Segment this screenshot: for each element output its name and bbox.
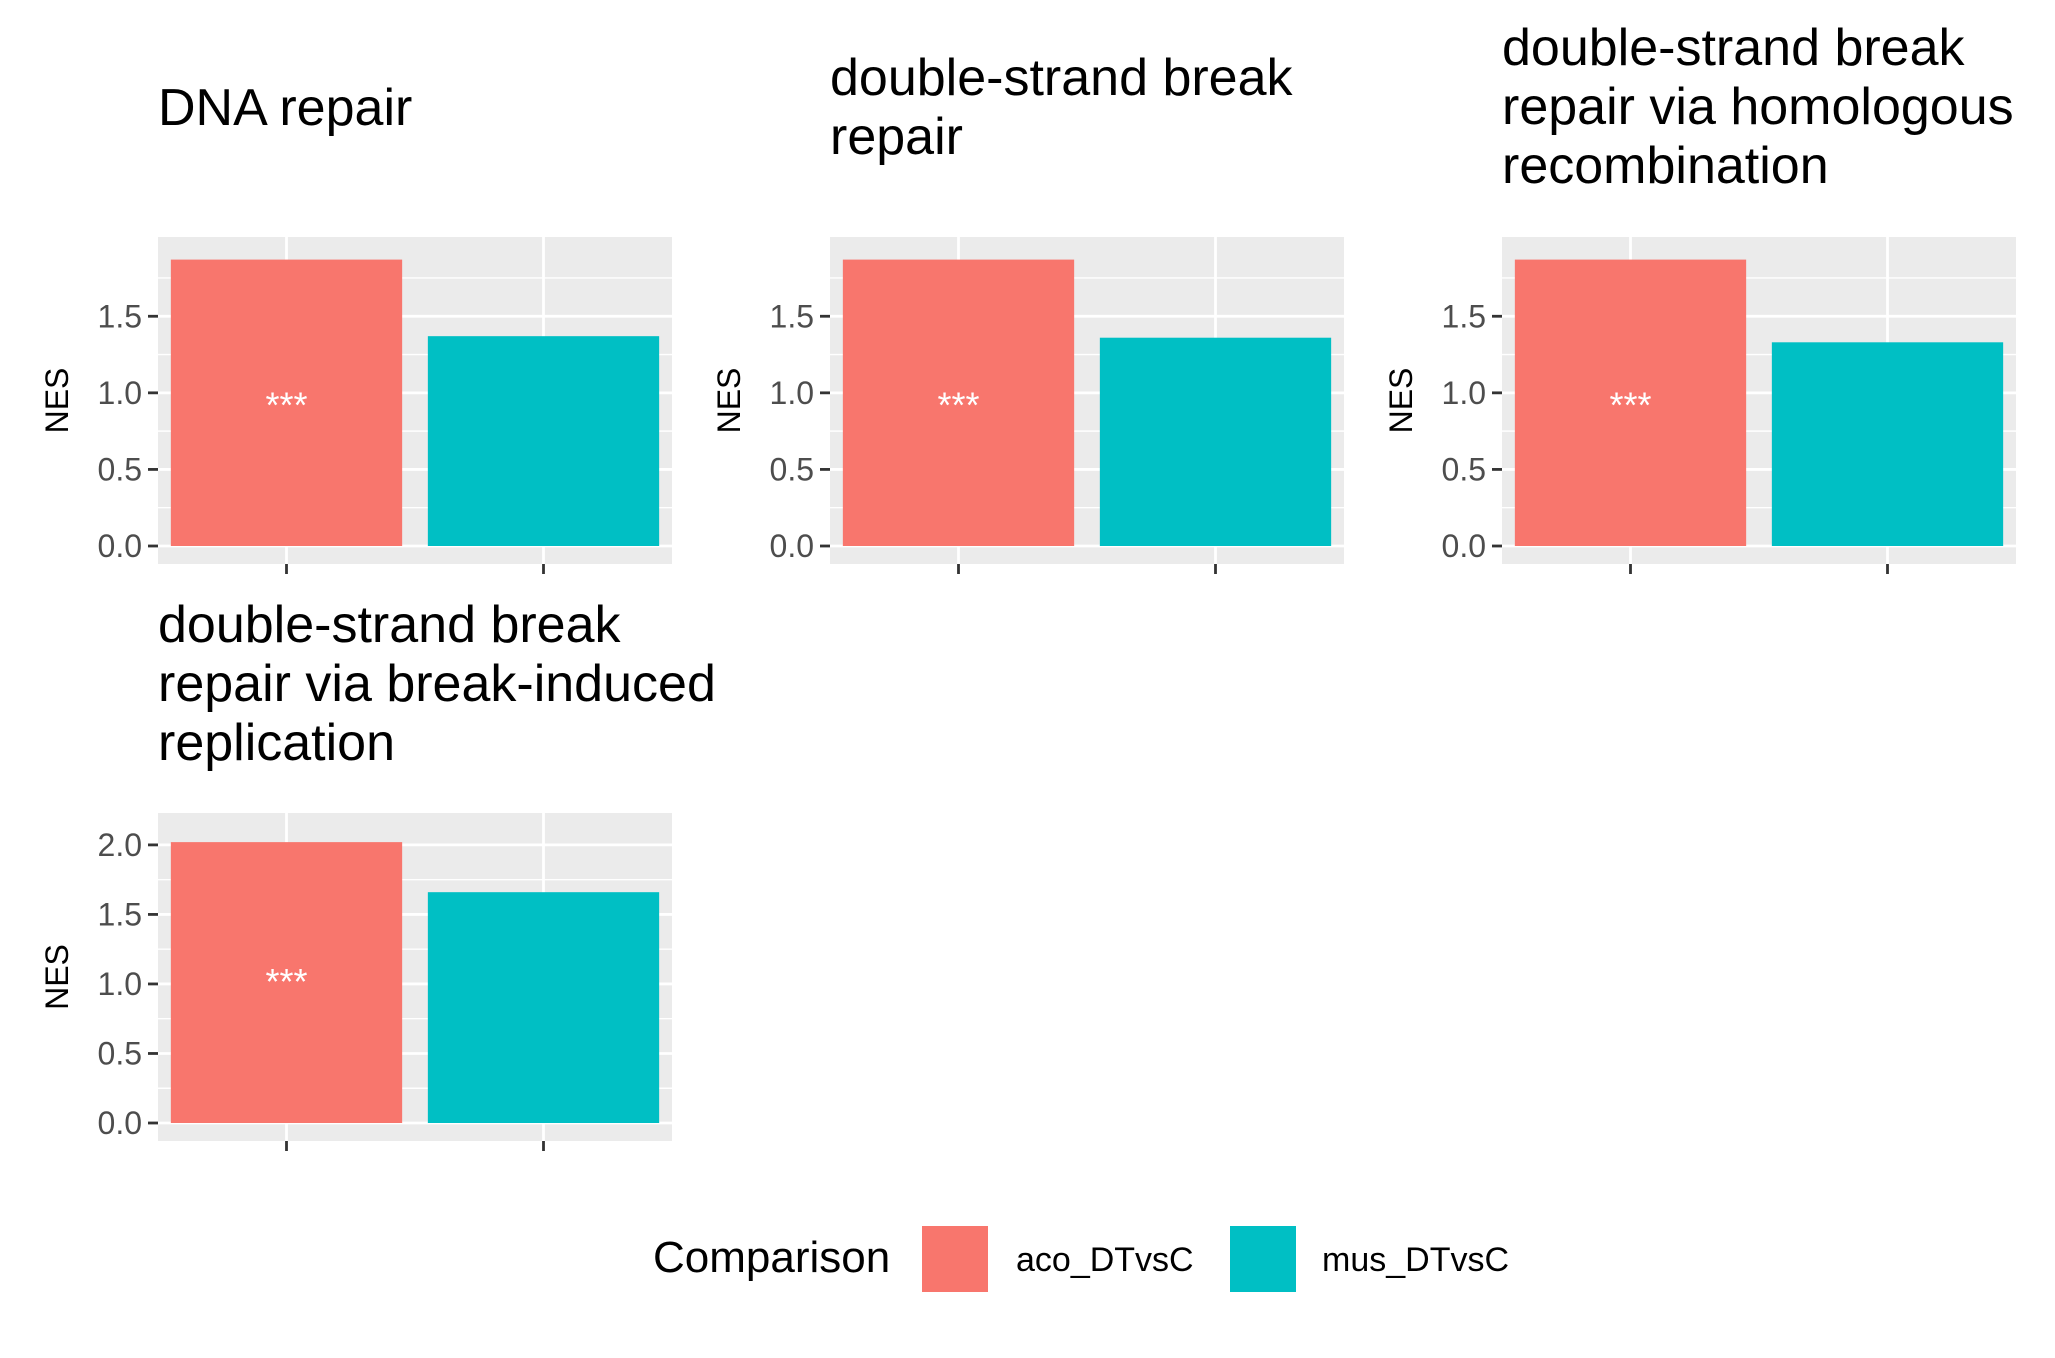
- y-axis-label: NES: [39, 944, 75, 1010]
- chart-panels: DNA repair0.00.51.01.5***NESdouble-stran…: [39, 19, 2016, 1151]
- significance-label: ***: [265, 384, 307, 425]
- y-tick-label: 0.5: [770, 451, 814, 487]
- y-tick-label: 1.5: [98, 896, 142, 932]
- y-axis-label: NES: [711, 368, 747, 434]
- panel-title-line: replication: [158, 714, 395, 772]
- bar-mus_DTvsC: [1099, 337, 1332, 546]
- legend-title: Comparison: [653, 1233, 890, 1282]
- bar-aco_DTvsC: [1514, 259, 1747, 546]
- panel-title-line: double-strand break: [158, 596, 622, 654]
- panel-title-line: repair via homologous: [1502, 78, 2014, 136]
- significance-label: ***: [265, 961, 307, 1002]
- y-tick-label: 0.0: [770, 528, 814, 564]
- y-axis-label: NES: [39, 368, 75, 434]
- y-tick-label: 2.0: [98, 827, 142, 863]
- y-tick-label: 0.5: [98, 451, 142, 487]
- y-axis-label: NES: [1383, 368, 1419, 434]
- y-tick-label: 0.5: [98, 1035, 142, 1071]
- y-tick-label: 0.5: [1442, 451, 1486, 487]
- bar-aco_DTvsC: [842, 259, 1075, 546]
- bar-mus_DTvsC: [427, 336, 660, 546]
- y-tick-label: 0.0: [98, 1105, 142, 1141]
- y-tick-label: 1.5: [98, 298, 142, 334]
- bar-mus_DTvsC: [1771, 342, 2004, 546]
- panel-title-line: double-strand break: [1502, 19, 1966, 77]
- legend-label-mus: mus_DTvsC: [1322, 1241, 1509, 1279]
- y-tick-label: 1.5: [770, 298, 814, 334]
- panel-title-line: double-strand break: [830, 49, 1294, 107]
- y-tick-label: 1.5: [1442, 298, 1486, 334]
- y-tick-label: 1.0: [98, 966, 142, 1002]
- panel-title-line: repair via break-induced: [158, 655, 716, 713]
- legend-label-aco: aco_DTvsC: [1016, 1241, 1194, 1279]
- significance-label: ***: [937, 384, 979, 425]
- legend-key-aco: [922, 1226, 988, 1292]
- significance-label: ***: [1609, 384, 1651, 425]
- y-tick-label: 1.0: [98, 375, 142, 411]
- y-tick-label: 1.0: [770, 375, 814, 411]
- bar-aco_DTvsC: [170, 259, 403, 546]
- bar-aco_DTvsC: [170, 842, 403, 1123]
- panel-title-line: DNA repair: [158, 79, 412, 137]
- y-tick-label: 1.0: [1442, 375, 1486, 411]
- bar-mus_DTvsC: [427, 892, 660, 1123]
- y-tick-label: 0.0: [98, 528, 142, 564]
- legend: Comparison aco_DTvsC mus_DTvsC: [653, 1226, 1509, 1292]
- panel-title-line: recombination: [1502, 137, 1829, 195]
- y-tick-label: 0.0: [1442, 528, 1486, 564]
- panel-title-line: repair: [830, 108, 963, 166]
- legend-key-mus: [1230, 1226, 1296, 1292]
- panel-1: DNA repair 0.0 0.5 1.0 1.5 *** NES: [39, 79, 672, 574]
